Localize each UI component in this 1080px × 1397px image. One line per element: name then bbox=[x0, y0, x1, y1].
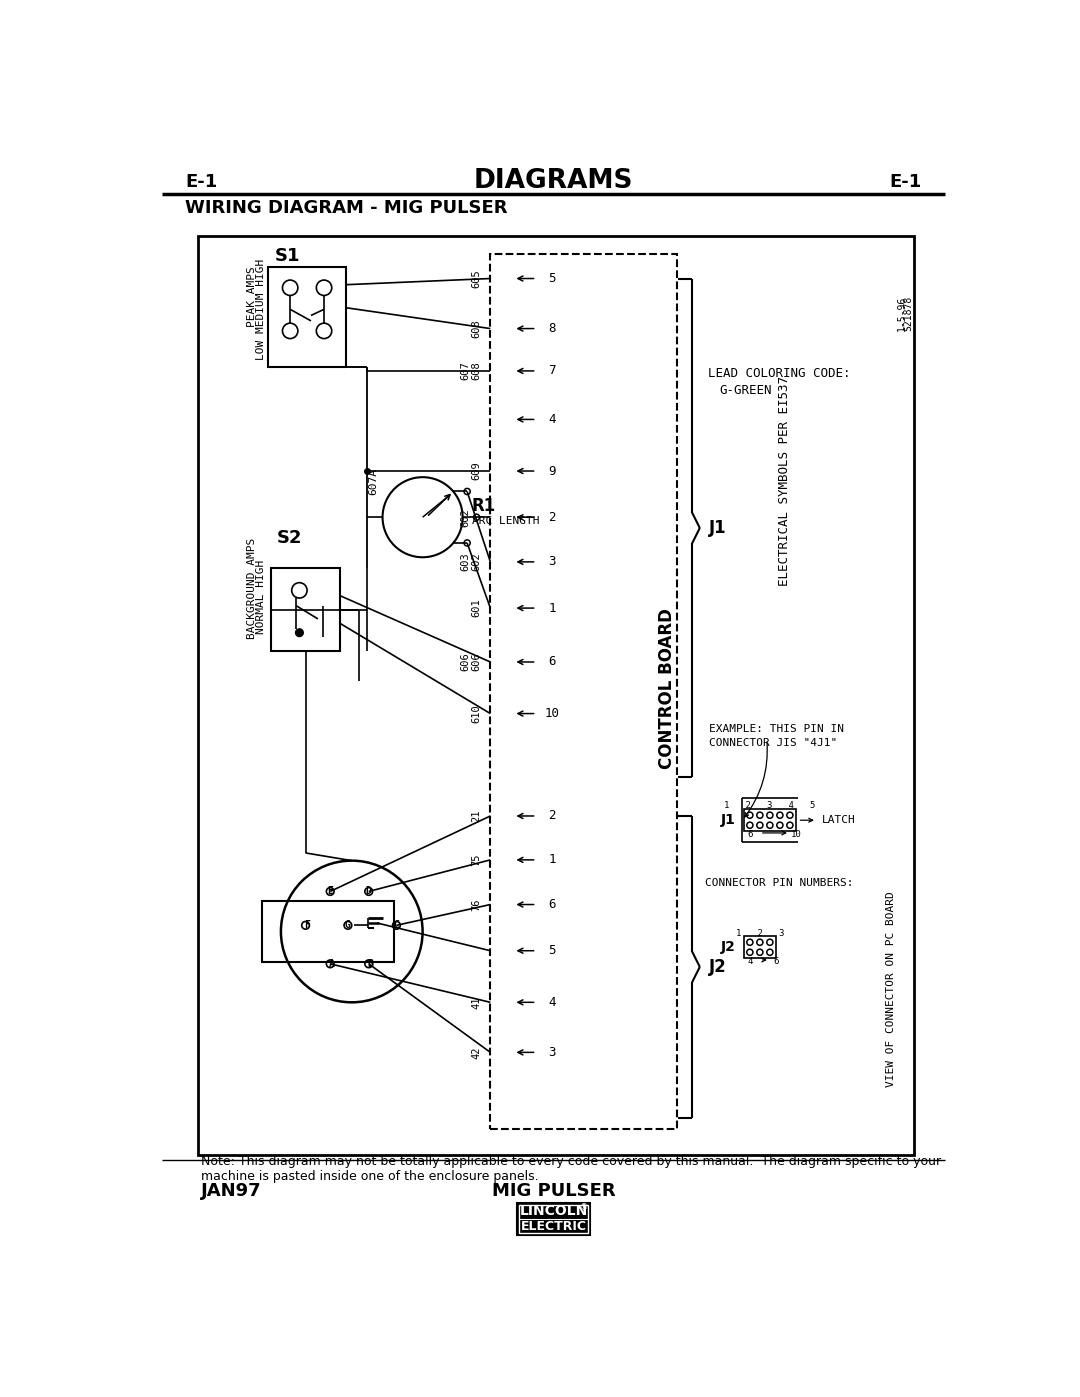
Text: G-GREEN: G-GREEN bbox=[719, 384, 771, 397]
Text: S1: S1 bbox=[274, 247, 300, 265]
Text: ELECTRICAL SYMBOLS PER EI537: ELECTRICAL SYMBOLS PER EI537 bbox=[778, 376, 791, 585]
Text: 10: 10 bbox=[791, 830, 801, 840]
Text: 1: 1 bbox=[549, 854, 556, 866]
Bar bbox=[519, 1204, 588, 1232]
Text: 1   2   3   4   5: 1 2 3 4 5 bbox=[725, 802, 815, 810]
Text: LINCOLN: LINCOLN bbox=[519, 1204, 588, 1218]
Text: 7: 7 bbox=[549, 365, 556, 377]
Text: LEAD COLORING CODE:: LEAD COLORING CODE: bbox=[707, 367, 850, 380]
Bar bbox=[271, 569, 340, 651]
Text: LATCH: LATCH bbox=[822, 816, 856, 826]
Text: MIG PULSER: MIG PULSER bbox=[491, 1182, 616, 1200]
Text: ARC LENGTH: ARC LENGTH bbox=[472, 515, 539, 527]
Text: 603: 603 bbox=[461, 552, 471, 571]
Text: PEAK AMPS: PEAK AMPS bbox=[246, 265, 257, 327]
Text: 6: 6 bbox=[773, 957, 779, 965]
Text: 75: 75 bbox=[472, 854, 482, 866]
Text: CONTROL BOARD: CONTROL BOARD bbox=[659, 609, 676, 770]
Bar bbox=[261, 901, 394, 963]
Text: E: E bbox=[327, 887, 333, 897]
Text: R1: R1 bbox=[472, 497, 496, 514]
Text: G: G bbox=[345, 921, 351, 930]
Text: EXAMPLE: THIS PIN IN: EXAMPLE: THIS PIN IN bbox=[710, 724, 845, 733]
Text: 6: 6 bbox=[549, 898, 556, 911]
Text: F: F bbox=[305, 921, 310, 930]
Text: A: A bbox=[328, 958, 335, 970]
Text: 4: 4 bbox=[747, 957, 753, 965]
Text: WIRING DIAGRAM - MIG PULSER: WIRING DIAGRAM - MIG PULSER bbox=[186, 198, 508, 217]
Text: VIEW OF CONNECTOR ON PC BOARD: VIEW OF CONNECTOR ON PC BOARD bbox=[886, 891, 895, 1087]
Text: 9: 9 bbox=[549, 465, 556, 478]
Text: 601: 601 bbox=[472, 599, 482, 617]
Circle shape bbox=[296, 629, 303, 637]
Text: DIAGRAMS: DIAGRAMS bbox=[474, 168, 633, 194]
Text: 609: 609 bbox=[472, 461, 482, 481]
Text: 6: 6 bbox=[549, 655, 556, 669]
Text: 608: 608 bbox=[472, 319, 482, 338]
Text: E-1: E-1 bbox=[889, 173, 921, 191]
Text: 602: 602 bbox=[461, 509, 471, 527]
Text: E-1: E-1 bbox=[186, 173, 218, 191]
Text: 8: 8 bbox=[549, 323, 556, 335]
Text: ELECTRIC: ELECTRIC bbox=[521, 1220, 586, 1234]
Text: CONNECTOR PIN NUMBERS:: CONNECTOR PIN NUMBERS: bbox=[705, 877, 853, 888]
Text: B: B bbox=[367, 958, 374, 970]
Text: 2: 2 bbox=[549, 511, 556, 524]
Bar bbox=[198, 236, 914, 1155]
Text: 10: 10 bbox=[544, 707, 559, 719]
Text: 1   2   3: 1 2 3 bbox=[735, 929, 784, 937]
Text: J1: J1 bbox=[710, 520, 727, 536]
Text: 608: 608 bbox=[472, 362, 482, 380]
Text: D: D bbox=[366, 887, 372, 897]
Text: S2: S2 bbox=[276, 529, 301, 548]
Text: C: C bbox=[393, 921, 400, 930]
Text: 4: 4 bbox=[549, 414, 556, 426]
Bar bbox=[744, 809, 796, 831]
Text: 1: 1 bbox=[549, 602, 556, 615]
Text: CONNECTOR JIS "4J1": CONNECTOR JIS "4J1" bbox=[710, 738, 837, 747]
Text: 6: 6 bbox=[747, 830, 753, 840]
Text: J2: J2 bbox=[710, 958, 727, 977]
Text: 607A: 607A bbox=[368, 468, 378, 495]
Text: 21: 21 bbox=[472, 810, 482, 823]
Text: 3: 3 bbox=[549, 556, 556, 569]
Text: S21878: S21878 bbox=[904, 296, 914, 331]
Text: J2: J2 bbox=[721, 940, 735, 954]
Text: 1-5-96: 1-5-96 bbox=[897, 296, 907, 331]
Text: LOW MEDIUM HIGH: LOW MEDIUM HIGH bbox=[256, 258, 266, 360]
Text: 42: 42 bbox=[472, 1046, 482, 1059]
Bar bbox=[490, 254, 677, 1129]
Text: BACKGROUND AMPS: BACKGROUND AMPS bbox=[246, 538, 257, 640]
Text: 610: 610 bbox=[472, 704, 482, 722]
Text: 4: 4 bbox=[549, 996, 556, 1009]
Text: 5: 5 bbox=[549, 272, 556, 285]
Text: 3: 3 bbox=[549, 1046, 556, 1059]
Text: 606: 606 bbox=[461, 652, 471, 672]
Text: 76: 76 bbox=[472, 898, 482, 911]
Text: 2: 2 bbox=[549, 809, 556, 823]
Text: J1: J1 bbox=[721, 813, 735, 827]
Bar bbox=[744, 936, 777, 958]
Text: 607: 607 bbox=[461, 362, 471, 380]
Text: 5: 5 bbox=[549, 944, 556, 957]
Text: 606: 606 bbox=[472, 652, 482, 672]
Text: 605: 605 bbox=[472, 270, 482, 288]
Bar bbox=[268, 267, 347, 367]
Text: ®: ® bbox=[580, 1203, 588, 1211]
Text: NORMAL HIGH: NORMAL HIGH bbox=[256, 559, 266, 634]
Bar bbox=[517, 1203, 590, 1235]
Text: JAN97: JAN97 bbox=[201, 1182, 261, 1200]
Text: 602: 602 bbox=[472, 552, 482, 571]
Text: 41: 41 bbox=[472, 996, 482, 1009]
Text: Note: This diagram may not be totally applicable to every code covered by this m: Note: This diagram may not be totally ap… bbox=[201, 1155, 941, 1183]
